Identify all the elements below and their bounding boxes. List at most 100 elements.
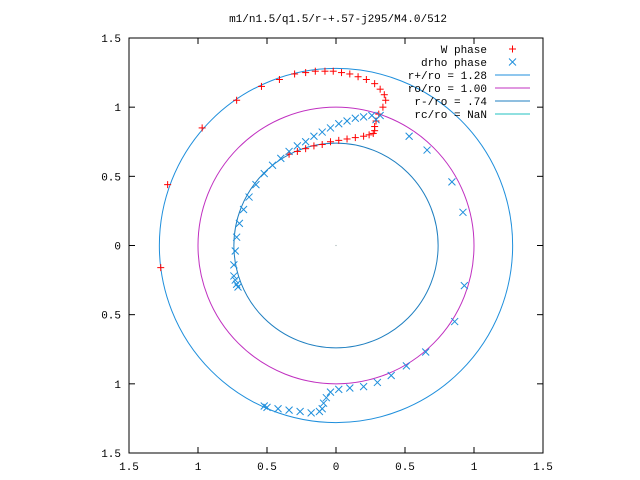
series-plus	[157, 67, 390, 272]
x-tick-label: 0.5	[395, 462, 415, 474]
data-point	[291, 70, 299, 78]
data-point	[405, 132, 413, 141]
data-point	[382, 96, 390, 104]
data-point	[230, 261, 238, 269]
legend-label: drho phase	[421, 58, 487, 70]
data-point	[380, 91, 388, 99]
data-point	[373, 378, 382, 387]
data-point	[402, 361, 411, 370]
y-tick-label: 0	[114, 242, 121, 254]
x-tick-label: 1.5	[533, 462, 553, 474]
series-x	[230, 111, 469, 417]
data-point	[387, 371, 396, 380]
data-point	[293, 147, 301, 155]
y-tick-label: 1	[114, 380, 121, 392]
legend-marker-sample	[509, 45, 516, 53]
x-tick-label: 1	[195, 462, 202, 474]
data-point	[372, 115, 380, 124]
data-point	[369, 129, 377, 137]
data-point	[302, 69, 310, 77]
legend-label: r+/ro = 1.28	[408, 71, 487, 83]
reference-circle-3	[197, 106, 475, 385]
data-point	[198, 124, 206, 132]
legend-label: r-/ro = .74	[414, 97, 487, 109]
data-point	[460, 281, 469, 290]
data-point	[230, 272, 238, 280]
data-point	[311, 67, 319, 75]
data-point	[232, 233, 241, 242]
data-point	[310, 132, 318, 141]
data-point	[318, 128, 327, 136]
data-point	[276, 154, 285, 163]
reference-circle-2	[158, 67, 514, 424]
data-point	[321, 67, 329, 75]
data-point	[326, 138, 334, 146]
data-point	[343, 135, 351, 143]
data-point	[274, 404, 282, 413]
data-point	[450, 317, 459, 326]
data-point	[335, 136, 343, 144]
data-point	[379, 103, 387, 111]
data-point	[296, 407, 304, 416]
data-point	[257, 82, 265, 90]
data-point	[459, 208, 467, 217]
data-point	[285, 147, 293, 156]
data-point	[245, 193, 253, 201]
data-point	[322, 393, 331, 402]
data-point	[359, 112, 368, 121]
data-point	[338, 69, 346, 77]
data-point	[233, 96, 241, 104]
data-point	[293, 142, 302, 150]
axis-ticks: 1.5 1 0.5 0 0.5 1 1.51.510.500.511.5	[101, 34, 553, 474]
data-point	[275, 76, 283, 83]
data-point	[421, 348, 430, 356]
data-point	[301, 137, 310, 146]
data-point	[235, 219, 244, 228]
data-point	[346, 70, 354, 78]
data-point	[157, 264, 165, 272]
y-tick-label: 0.5	[101, 311, 121, 323]
data-point	[372, 117, 380, 125]
data-point	[448, 178, 456, 186]
data-point	[260, 169, 269, 178]
data-point	[302, 145, 310, 153]
legend-label: rc/ro = NaN	[414, 110, 487, 122]
origin-dot	[335, 244, 337, 247]
data-point	[231, 276, 240, 284]
x-tick-label: 0	[333, 462, 340, 474]
x-tick-label: 1.5	[119, 462, 139, 474]
data-point	[351, 134, 359, 142]
data-point	[326, 388, 335, 396]
data-point	[365, 131, 373, 139]
chart-title: m1/n1.5/q1.5/r-+.57-j295/M4.0/512	[229, 14, 447, 26]
data-point	[231, 247, 240, 255]
data-point	[234, 283, 242, 291]
data-point	[376, 85, 384, 93]
data-point	[334, 385, 343, 394]
y-tick-label: 0.5	[101, 172, 121, 184]
data-point	[318, 141, 326, 149]
data-point	[307, 409, 316, 417]
data-point	[252, 180, 260, 189]
data-point	[260, 402, 269, 410]
data-point	[359, 382, 368, 391]
data-point	[315, 407, 324, 416]
x-tick-label: 0.5	[257, 462, 277, 474]
data-point	[354, 73, 362, 81]
data-point	[285, 406, 293, 414]
reference-circle-4	[233, 142, 439, 349]
y-tick-label: 1.5	[101, 34, 121, 46]
data-point	[362, 76, 370, 83]
data-point	[239, 205, 248, 214]
y-tick-label: 1.5	[101, 449, 121, 461]
data-point	[334, 119, 343, 128]
y-tick-label: 1	[114, 103, 121, 115]
x-tick-label: 1	[471, 462, 478, 474]
data-point	[343, 117, 351, 125]
reference-circles	[158, 67, 514, 424]
data-point	[351, 114, 360, 123]
legend-marker-sample	[508, 58, 517, 66]
data-series	[157, 67, 469, 417]
data-point	[329, 67, 337, 75]
